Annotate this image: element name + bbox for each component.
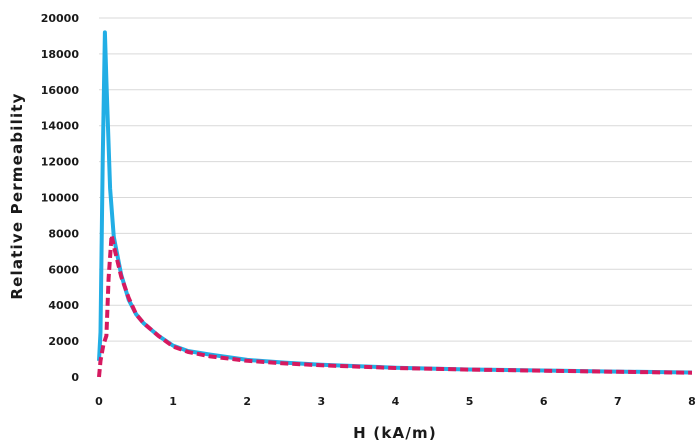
series-layer bbox=[97, 30, 693, 378]
x-tick-label: 6 bbox=[540, 395, 548, 408]
x-tick-label: 5 bbox=[466, 395, 474, 408]
y-tick-label: 20000 bbox=[41, 12, 80, 25]
x-tick-labels: 0 1 2 3 4 5 6 7 8 bbox=[95, 395, 696, 408]
x-tick-label: 8 bbox=[688, 395, 696, 408]
y-tick-label: 4000 bbox=[48, 299, 79, 312]
x-tick-label: 3 bbox=[318, 395, 326, 408]
y-tick-label: 2000 bbox=[48, 335, 79, 348]
y-tick-label: 18000 bbox=[41, 48, 80, 61]
y-tick-labels: 0 2000 4000 6000 8000 10000 12000 14000 16000 180… bbox=[41, 12, 80, 384]
y-tick-label: 6000 bbox=[48, 263, 79, 276]
y-tick-label: 8000 bbox=[48, 227, 79, 240]
y-tick-label: 12000 bbox=[41, 156, 80, 169]
grid-lines bbox=[99, 17, 692, 342]
x-tick-label: 4 bbox=[392, 395, 400, 408]
y-tick-label: 16000 bbox=[41, 84, 80, 97]
x-tick-label: 7 bbox=[614, 395, 622, 408]
x-axis-label: H (kA/m) bbox=[353, 424, 437, 442]
solid-series-line bbox=[97, 30, 693, 375]
y-axis-label: Relative Permeability bbox=[8, 92, 26, 299]
dashed-series-line bbox=[97, 233, 693, 378]
y-tick-label: 0 bbox=[71, 371, 79, 384]
y-tick-label: 14000 bbox=[41, 120, 80, 133]
x-tick-label: 0 bbox=[95, 395, 103, 408]
x-tick-label: 1 bbox=[169, 395, 177, 408]
x-tick-label: 2 bbox=[243, 395, 251, 408]
y-tick-label: 10000 bbox=[41, 192, 80, 205]
